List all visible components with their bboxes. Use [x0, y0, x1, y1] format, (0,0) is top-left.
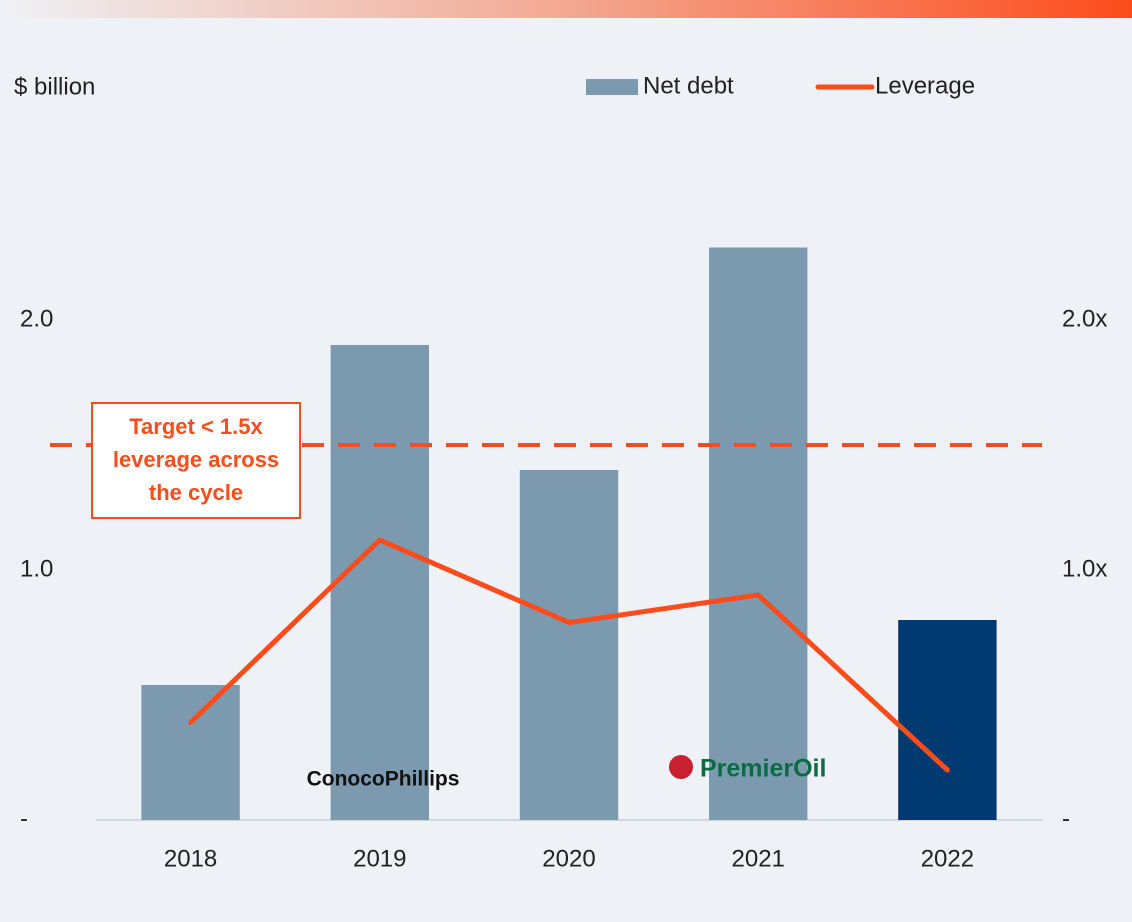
annotation-text: the cycle: [149, 480, 243, 505]
bar: [519, 470, 619, 820]
logo: PremierOil: [700, 755, 826, 783]
legend-label: Net debt: [643, 72, 734, 99]
x-tick-label: 2020: [542, 845, 595, 872]
legend-swatch: [586, 79, 638, 95]
annotation-text: Target < 1.5x: [129, 414, 263, 439]
y2-tick-label: 2.0x: [1062, 305, 1107, 332]
top-band: [0, 0, 1132, 18]
bar: [141, 685, 240, 820]
x-tick-label: 2019: [353, 845, 406, 872]
logo-icon: [669, 755, 693, 779]
legend-label: Leverage: [875, 72, 975, 99]
y-tick-label: 1.0: [20, 555, 53, 582]
logo: ConocoPhillips: [307, 768, 460, 791]
x-tick-label: 2018: [164, 845, 217, 872]
bar: [898, 620, 997, 820]
annotation-text: leverage across: [113, 447, 279, 472]
bar: [330, 345, 429, 820]
line: [188, 537, 950, 773]
y-tick-label: 2.0: [20, 305, 53, 332]
y-tick-label: -: [20, 805, 28, 832]
x-tick-label: 2022: [921, 845, 974, 872]
x-tick-label: 2021: [732, 845, 785, 872]
y2-tick-label: 1.0x: [1062, 555, 1107, 582]
annotation-box: [91, 402, 301, 519]
y-axis-label: $ billion: [14, 73, 95, 100]
bar: [709, 247, 808, 820]
y2-tick-label: -: [1062, 805, 1070, 832]
